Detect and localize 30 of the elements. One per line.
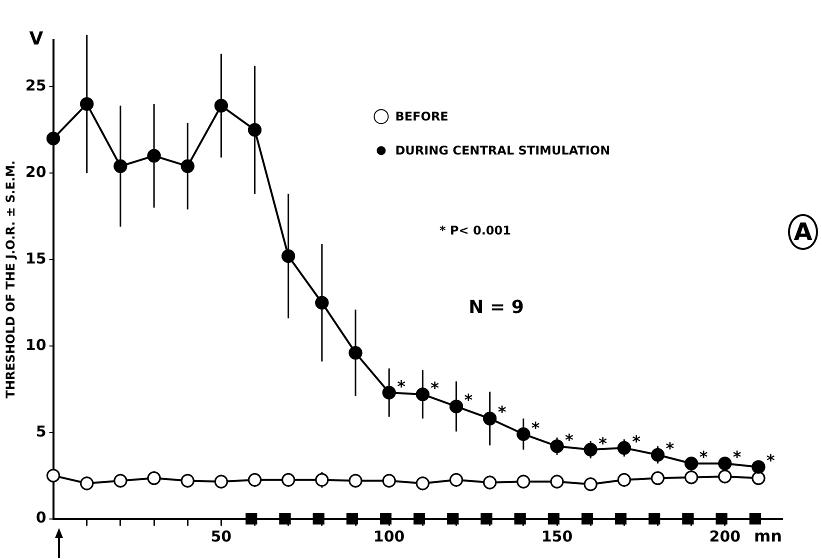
- text: V: [29, 28, 44, 50]
- annotation: *: [397, 376, 406, 396]
- annotation: *: [565, 430, 574, 450]
- annotation: *: [464, 390, 474, 410]
- annotation: *: [732, 448, 742, 467]
- y-tick-label: 0: [36, 508, 46, 527]
- y-tick-label: 25: [25, 76, 46, 95]
- x-tick-label: 150: [541, 528, 573, 546]
- y-tick-label: 15: [25, 249, 46, 268]
- annotation: *: [666, 439, 675, 458]
- legend-label: DURING CENTRAL STIMULATION: [395, 144, 610, 158]
- x-tick-label: 100: [373, 528, 405, 546]
- annotation: *: [766, 451, 776, 470]
- y-tick-label: 5: [36, 422, 46, 440]
- y-tick-label: 10: [25, 336, 46, 354]
- annotation: *: [531, 418, 540, 438]
- annotation: N = 9: [468, 296, 524, 318]
- x-axis-title: mn: [754, 526, 782, 546]
- annotation: *: [699, 448, 708, 467]
- circle-outline: A: [788, 214, 818, 250]
- annotation: * P< 0.001: [440, 224, 511, 238]
- x-tick-label: 200: [709, 528, 741, 546]
- y-tick-label: 20: [25, 162, 46, 181]
- annotation: *: [632, 432, 642, 452]
- x-tick-label: 50: [210, 528, 232, 546]
- legend-label: BEFORE: [395, 110, 448, 124]
- annotation: *: [498, 402, 507, 422]
- annotation: *: [430, 378, 440, 398]
- y-axis-title: THRESHOLD OF THE J.O.R. ± S.E.M.: [3, 160, 18, 398]
- annotation: *: [598, 434, 608, 453]
